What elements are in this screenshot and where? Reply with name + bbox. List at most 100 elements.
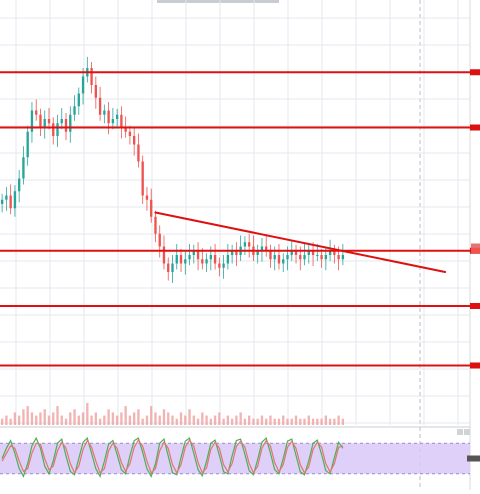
candle-body — [154, 216, 157, 234]
candle-body — [162, 246, 166, 264]
volume-bar — [60, 415, 63, 425]
volume-bar — [167, 412, 170, 425]
volume-bar — [269, 415, 272, 425]
candle-body — [120, 114, 123, 128]
candle-body — [94, 85, 98, 98]
volume-bar — [35, 415, 38, 425]
volume-bar — [184, 415, 187, 425]
candle-body — [205, 259, 208, 264]
candle-body — [256, 250, 259, 255]
candle-body — [35, 110, 38, 115]
volume-bar — [0, 418, 4, 425]
candle-body — [201, 259, 204, 264]
volume-bar — [311, 418, 315, 425]
volume-bar — [26, 406, 29, 425]
candle-body — [235, 250, 238, 255]
volume-bar — [324, 415, 328, 425]
candlestick-series — [0, 56, 345, 284]
candle-body — [137, 144, 140, 162]
volume-bar — [243, 418, 247, 425]
volume-bar — [286, 418, 289, 425]
candle-body — [328, 250, 332, 255]
candle-body — [333, 250, 336, 255]
level-axis-tag — [470, 69, 480, 76]
candle-body — [341, 255, 345, 260]
volume-bar — [175, 418, 178, 425]
volume-bar — [154, 412, 157, 425]
volume-bar — [213, 415, 217, 425]
volume-bar — [341, 418, 345, 425]
volume-bar — [294, 415, 298, 425]
price-axis-markers — [471, 243, 480, 254]
volume-bar — [47, 415, 51, 425]
candle-body — [30, 110, 34, 132]
candle-body — [128, 131, 132, 136]
volume-bar — [201, 412, 204, 425]
candle-body — [13, 191, 17, 209]
candle-body — [22, 157, 25, 179]
candle-body — [171, 263, 174, 272]
candle-body — [307, 250, 310, 255]
candle-body — [0, 199, 4, 204]
volume-bar — [239, 412, 242, 425]
volume-bar — [22, 409, 25, 425]
volume-bar — [90, 415, 93, 425]
volume-bar — [64, 418, 68, 425]
pane-control-button[interactable] — [457, 429, 463, 435]
candle-body — [26, 131, 29, 158]
volume-bar — [81, 412, 85, 425]
candle-body — [9, 195, 12, 209]
candle-body — [303, 255, 306, 260]
candle-body — [103, 110, 106, 115]
candle-body — [324, 255, 328, 260]
volume-bar — [141, 418, 144, 425]
volume-bar — [222, 418, 225, 425]
volume-bars — [0, 403, 345, 425]
pane-control-button[interactable] — [464, 429, 470, 435]
candle-body — [294, 250, 298, 255]
volume-bar — [94, 412, 98, 425]
volume-bar — [137, 409, 140, 425]
candle-body — [111, 119, 115, 124]
volume-bar — [303, 418, 306, 425]
volume-bar — [235, 415, 238, 425]
horizontal-levels[interactable] — [0, 69, 480, 369]
volume-bar — [192, 415, 195, 425]
candle-body — [209, 255, 213, 260]
candle-body — [150, 199, 153, 217]
candle-body — [52, 123, 55, 136]
volume-bar — [196, 418, 200, 425]
level-axis-tag — [470, 303, 480, 309]
candle-body — [77, 93, 80, 107]
trendline[interactable] — [154, 211, 447, 273]
volume-bar — [145, 415, 149, 425]
candle-body — [107, 110, 110, 124]
volume-bar — [69, 412, 72, 425]
volume-bar — [328, 418, 332, 425]
pane-controls[interactable] — [457, 429, 470, 435]
volume-bar — [115, 415, 119, 425]
candle-body — [320, 255, 323, 260]
volume-bar — [265, 418, 268, 425]
candle-body — [56, 123, 59, 136]
candle-body — [179, 255, 183, 264]
volume-bar — [9, 418, 12, 425]
candle-body — [188, 255, 191, 260]
candle-body — [90, 68, 93, 85]
volume-bar — [299, 418, 302, 425]
candle-body — [311, 250, 315, 255]
candle-body — [132, 136, 136, 145]
volume-bar — [124, 406, 127, 425]
volume-bar — [209, 418, 213, 425]
volume-bar — [52, 412, 55, 425]
candle-body — [69, 114, 72, 132]
candle-body — [192, 250, 195, 255]
volume-bar — [337, 415, 340, 425]
candle-body — [39, 114, 42, 128]
volume-bar — [120, 412, 123, 425]
candle-body — [316, 255, 319, 256]
oscillator-axis-marker — [467, 455, 480, 462]
volume-bar — [333, 418, 336, 425]
